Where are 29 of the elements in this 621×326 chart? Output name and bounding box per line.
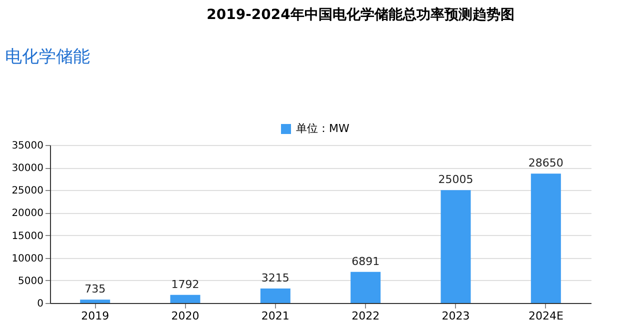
x-tick-label: 2019	[81, 310, 110, 322]
data-label: 735	[84, 282, 106, 296]
bar	[350, 272, 381, 303]
data-label: 6891	[352, 254, 380, 268]
legend-label: 单位：MW	[296, 122, 350, 135]
x-tick-label: 2023	[442, 310, 470, 322]
y-tick-label: 25000	[12, 186, 44, 197]
bar	[530, 174, 561, 303]
data-label: 25005	[438, 173, 474, 186]
data-label: 3215	[261, 271, 290, 284]
y-tick-label: 10000	[12, 253, 44, 264]
y-tick-label: 15000	[12, 230, 44, 242]
data-label: 1792	[171, 278, 200, 291]
bar	[170, 294, 200, 303]
x-tick-label: 2021	[261, 310, 290, 322]
y-tick-label: 30000	[12, 163, 44, 174]
x-tick-label: 2022	[352, 310, 380, 322]
x-tick-label: 2020	[171, 310, 200, 322]
y-tick-label: 20000	[12, 208, 44, 220]
text: 电化学储能	[5, 47, 90, 67]
bar	[440, 190, 471, 303]
chart-title: 2019-2024年中国电化学储能总功率预测趋势图	[206, 6, 514, 23]
y-tick-label: 35000	[12, 140, 44, 152]
y-tick-label: 5000	[18, 276, 44, 287]
bar	[260, 288, 290, 303]
y-tick-label: 0	[37, 298, 44, 310]
x-tick-label: 2024E	[528, 310, 564, 322]
data-label: 28650	[528, 156, 564, 170]
bar	[80, 300, 110, 303]
